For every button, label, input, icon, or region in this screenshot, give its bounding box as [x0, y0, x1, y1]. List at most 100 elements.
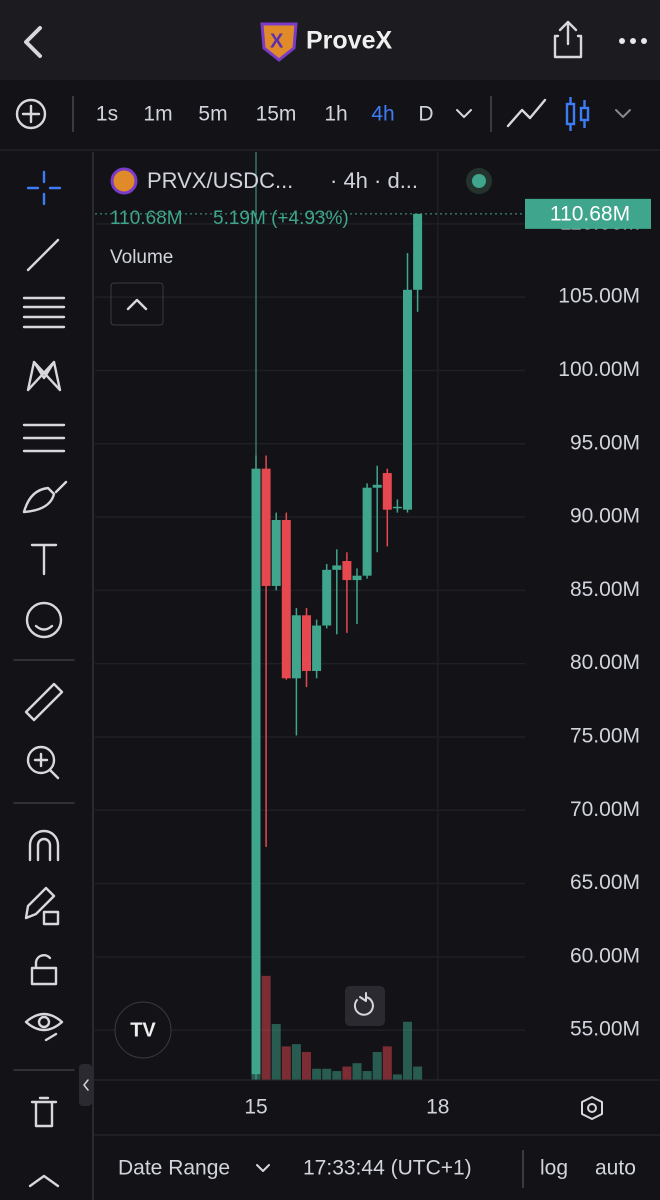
last-price-label: 110.68M	[550, 202, 630, 225]
candle-body	[382, 473, 392, 510]
y-tick-label: 55.00M	[570, 1018, 640, 1041]
collapse-legend[interactable]	[110, 282, 164, 326]
reset-icon	[353, 992, 374, 1016]
y-tick-label: 100.00M	[558, 358, 640, 381]
emoji-smile	[34, 624, 54, 631]
y-tick-label: 90.00M	[570, 505, 640, 528]
volume-bar	[281, 1046, 291, 1080]
date-range-arrow	[256, 1164, 270, 1172]
y-tick-label: 95.00M	[570, 431, 640, 454]
settings-button[interactable]	[581, 1096, 603, 1120]
interval-button[interactable]: D	[418, 103, 433, 126]
volume-bar	[413, 1066, 423, 1080]
candle-body	[403, 289, 412, 510]
y-tick-label: 105.00M	[558, 285, 640, 308]
share-button[interactable]	[553, 20, 583, 59]
delete-tool[interactable]	[30, 1096, 58, 1128]
candle-body	[281, 519, 291, 679]
interval-button[interactable]: 5m	[198, 103, 227, 126]
zoom-plus	[33, 752, 60, 780]
volume-bar	[352, 1063, 362, 1080]
pair-name[interactable]: PRVX/USDC...	[147, 168, 293, 193]
y-tick-label: 75.00M	[570, 724, 640, 747]
crosshair-tool[interactable]	[26, 170, 62, 206]
visibility-tool[interactable]	[24, 1012, 64, 1042]
drawing-tools	[13, 170, 75, 1188]
status-dot	[472, 174, 486, 188]
collapse-arrow	[83, 1079, 89, 1091]
pair-icon	[110, 167, 138, 195]
back-button[interactable]	[24, 26, 42, 58]
candle-body	[392, 506, 402, 509]
volume-bar	[403, 1021, 412, 1080]
interval-button[interactable]: 1s	[96, 103, 118, 126]
interval-dropdown[interactable]	[456, 109, 472, 118]
date-range-button[interactable]: Date Range	[118, 1157, 230, 1180]
tv-logo-mark: TV	[130, 1019, 156, 1041]
log-toggle[interactable]: log	[540, 1157, 568, 1180]
y-tick-label: 60.00M	[570, 944, 640, 967]
volume-bar	[342, 1066, 352, 1080]
emoji-tool[interactable]	[25, 601, 63, 639]
add-indicator[interactable]	[15, 98, 47, 130]
eye-pupil	[37, 1015, 51, 1029]
x-tick-label: 18	[426, 1096, 449, 1119]
interval-button[interactable]: 4h	[371, 103, 394, 126]
header-title: ProveX	[306, 27, 392, 55]
volume-bar	[291, 1044, 301, 1080]
lock-drawing-tool[interactable]	[24, 886, 60, 926]
more-button[interactable]	[619, 38, 647, 44]
reset-button[interactable]	[345, 986, 385, 1026]
volume-bar	[271, 1024, 281, 1080]
candle-body	[332, 565, 342, 570]
interval-button[interactable]: 1m	[143, 103, 172, 126]
tool-separators	[13, 659, 75, 1071]
magnet-tool[interactable]	[28, 829, 60, 862]
auto-toggle[interactable]: auto	[595, 1157, 636, 1180]
collapse-tab[interactable]	[79, 1064, 92, 1106]
add-plus	[21, 104, 41, 124]
y-tick-label: 80.00M	[570, 651, 640, 674]
collapse-legend-arrow	[126, 298, 148, 311]
candle-chart-button[interactable]	[565, 97, 590, 131]
time-zone[interactable]: 17:33:44 (UTC+1)	[303, 1157, 472, 1180]
brush-tool[interactable]	[22, 480, 68, 514]
y-tick-label: 70.00M	[570, 798, 640, 821]
volume-bar	[312, 1068, 322, 1080]
zoom-tool[interactable]	[26, 745, 56, 775]
tv-logo[interactable]	[114, 1001, 172, 1059]
x-tick-label: 15	[244, 1096, 267, 1119]
header	[0, 0, 660, 80]
interval-button[interactable]: 1h	[324, 103, 347, 126]
volume-bar	[372, 1052, 382, 1080]
projection-tool[interactable]	[22, 423, 66, 453]
chart-type-dropdown[interactable]	[615, 109, 631, 118]
candle-body	[352, 575, 362, 581]
text-tool[interactable]	[30, 543, 58, 576]
volume-bar	[392, 1074, 402, 1080]
candle-body	[362, 487, 372, 576]
unlock-tool[interactable]	[30, 954, 58, 986]
volume-bar	[382, 1046, 392, 1080]
ruler-tool[interactable]	[24, 682, 64, 722]
line-chart-button[interactable]	[506, 98, 547, 128]
chart: 55.00M 60.00M 65.00M 70.00M 75.00M 80.00M 85.0…	[95, 152, 651, 1119]
candle-body	[302, 615, 311, 671]
logo	[260, 22, 298, 62]
candle-body	[312, 625, 322, 671]
y-tick-label: 65.00M	[570, 871, 640, 894]
fib-tool[interactable]	[22, 296, 66, 329]
candle-body	[413, 213, 423, 290]
y-tick-label: 85.00M	[570, 578, 640, 601]
candle-body	[372, 484, 382, 488]
trend-line-tool[interactable]	[26, 238, 60, 272]
layers-tool[interactable]	[28, 1174, 60, 1188]
legend-price: 110.68M	[110, 208, 183, 229]
volume-bar	[261, 975, 271, 1080]
candle-body	[271, 519, 281, 586]
interval-button[interactable]: 15m	[256, 103, 297, 126]
pattern-tool[interactable]	[26, 360, 62, 392]
volume-bar	[362, 1071, 372, 1080]
indicator-name: Volume	[110, 247, 173, 268]
